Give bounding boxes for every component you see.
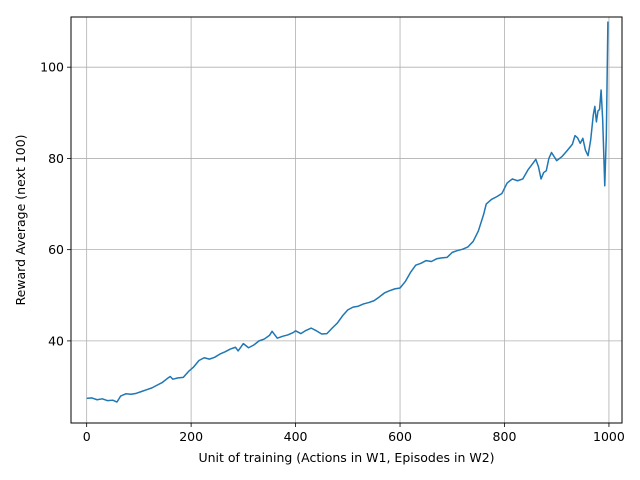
x-tick-label: 800 xyxy=(493,429,517,444)
y-tick-label: 100 xyxy=(40,60,64,75)
x-tick-label: 0 xyxy=(83,429,91,444)
x-tick-label: 400 xyxy=(284,429,308,444)
x-tick-label: 1000 xyxy=(593,429,625,444)
grid xyxy=(71,17,622,423)
y-axis-title: Reward Average (next 100) xyxy=(13,134,28,305)
x-tick-label: 200 xyxy=(179,429,203,444)
plot-frame xyxy=(70,16,623,424)
y-tick-label: 80 xyxy=(48,151,64,166)
y-tick-label: 40 xyxy=(48,333,64,348)
x-axis-title: Unit of training (Actions in W1, Episode… xyxy=(198,450,494,465)
series-line xyxy=(86,21,609,403)
y-tick-label: 60 xyxy=(48,242,64,257)
y-axis: 40 60 80 100 xyxy=(40,60,71,348)
x-axis: 0 200 400 600 800 1000 xyxy=(83,423,625,444)
x-tick-label: 600 xyxy=(388,429,412,444)
series-layer xyxy=(86,21,609,403)
